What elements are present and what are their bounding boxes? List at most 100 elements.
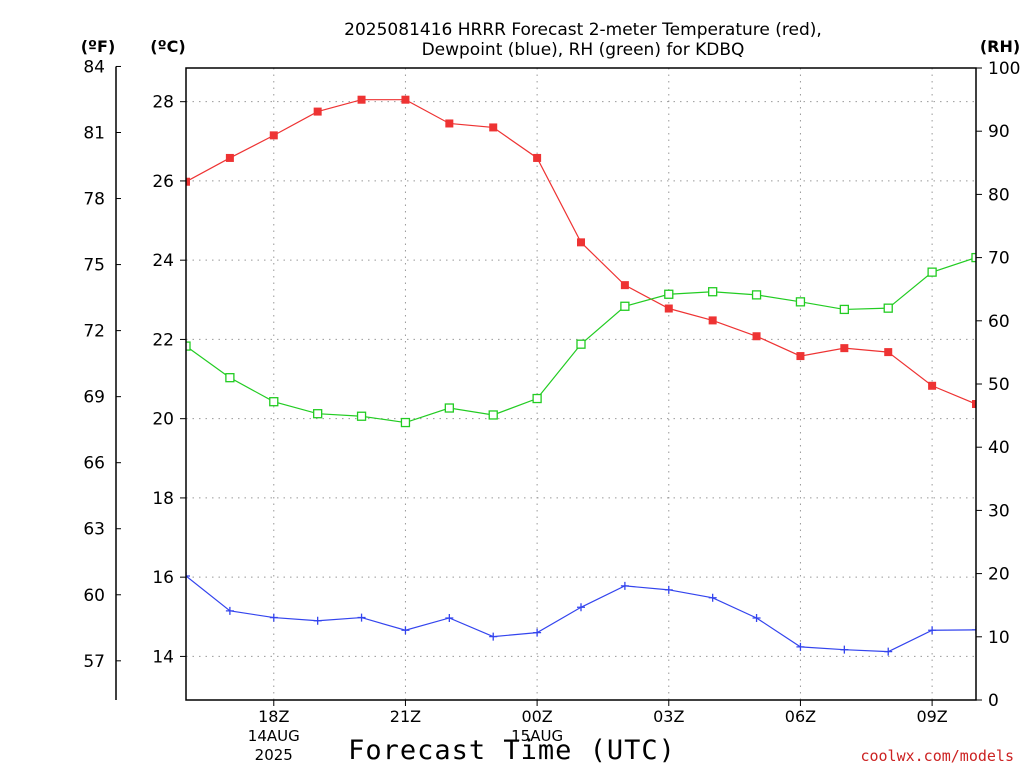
chart-title-line2: Dewpoint (blue), RH (green) for KDBQ [422,40,745,60]
plot-frame [185,67,977,701]
time-tick-date: 14AUG [248,727,300,745]
dewpoint-point [186,571,190,580]
dewpoint-point [445,613,454,622]
temperature-point [186,177,190,186]
unit-label-rh: (RH) [980,37,1020,56]
dewpoint-point [269,613,278,622]
fahrenheit-tick-label: 63 [83,520,105,540]
rh-point [883,303,893,313]
temperature-point [972,400,976,409]
fahrenheit-tick-label: 78 [83,190,105,210]
rh-tick-label: 60 [988,312,1010,332]
celsius-tick-label: 28 [152,93,174,113]
grid-lines [186,68,976,700]
temperature-point [225,153,234,162]
dewpoint-line [186,575,976,653]
x-axis-title: Forecast Time (UTC) [348,735,676,766]
celsius-tick-label: 18 [152,489,174,509]
celsius-tick-label: 20 [152,410,174,430]
temperature-point [884,348,893,357]
temperature-point [664,304,673,313]
dewpoint-point [884,647,893,656]
series-layer [186,95,976,656]
rh-point [532,393,542,404]
fahrenheit-tick-label: 81 [83,123,105,143]
time-tick-label: 21Z [390,707,421,726]
temperature-point [401,95,410,104]
temperature-point [445,119,454,128]
temperature-point [928,381,937,390]
dewpoint-point [577,603,585,612]
rh-axis: 0 10 20 30 40 50 60 70 80 90 100 [976,59,1020,711]
dewpoint-series [186,571,976,656]
rh-tick-label: 40 [988,438,1010,458]
rh-point [751,290,762,300]
celsius-tick-label: 24 [152,251,174,271]
temperature-point [357,95,366,104]
celsius-tick-label: 16 [152,568,174,588]
rh-point [186,341,191,351]
celsius-tick-label: 14 [152,647,174,667]
rh-point [269,397,279,407]
rh-series [186,252,976,428]
temperature-point [708,316,717,325]
chart-title-line1: 2025081416 HRRR Forecast 2-meter Tempera… [344,20,822,40]
rh-point [225,373,235,383]
temperature-point [577,238,585,247]
temperature-point [313,107,322,116]
unit-label-fahrenheit: (ºF) [81,37,116,56]
rh-point [444,403,454,413]
rh-tick-label: 30 [988,501,1010,521]
temperature-point [796,352,805,361]
rh-tick-label: 50 [988,375,1010,395]
dewpoint-point [840,645,849,654]
temperature-point [840,344,849,353]
rh-point [839,304,849,315]
temperature-point [752,332,761,341]
dewpoint-point [313,616,322,625]
time-tick-label: 03Z [653,707,684,726]
rh-point [400,417,411,428]
time-tick-year: 2025 [255,746,293,764]
time-tick-label: 06Z [785,707,816,726]
credit-text: coolwx.com/models [860,747,1014,765]
time-tick-label: 00Z [521,707,552,726]
celsius-tick-label: 22 [152,330,174,350]
fahrenheit-tick-label: 72 [83,322,105,342]
dewpoint-point [225,606,234,615]
unit-label-celsius: (ºC) [150,37,185,56]
dewpoint-point [796,642,805,651]
celsius-axis: 14 16 18 20 22 24 26 28 [152,93,186,667]
temperature-point [620,281,629,290]
time-tick-label: 18Z [258,707,289,726]
fahrenheit-tick-label: 84 [83,57,105,77]
dewpoint-point [620,581,629,590]
temperature-point [533,153,542,162]
dewpoint-point [928,626,937,635]
celsius-tick-label: 26 [152,172,174,192]
rh-tick-label: 20 [988,565,1010,585]
temperature-series [186,95,976,409]
rh-point [708,287,718,297]
rh-point [927,267,937,277]
rh-point [313,409,323,419]
dewpoint-point [489,632,498,641]
fahrenheit-tick-label: 66 [83,454,105,474]
dewpoint-point [708,593,717,602]
fahrenheit-tick-label: 69 [83,388,105,408]
rh-point [576,339,586,349]
rh-point [664,289,674,299]
time-tick-date: 15AUG [511,727,563,745]
temperature-point [269,131,278,140]
rh-tick-label: 10 [988,628,1010,648]
dewpoint-point [357,613,366,622]
fahrenheit-axis: 57 60 63 66 69 72 75 78 81 84 [83,57,121,700]
fahrenheit-tick-label: 60 [83,586,105,606]
rh-tick-label: 100 [988,59,1020,79]
time-tick-label: 09Z [916,707,947,726]
dewpoint-point [401,626,410,635]
temperature-point [489,123,498,132]
rh-point [971,252,976,263]
